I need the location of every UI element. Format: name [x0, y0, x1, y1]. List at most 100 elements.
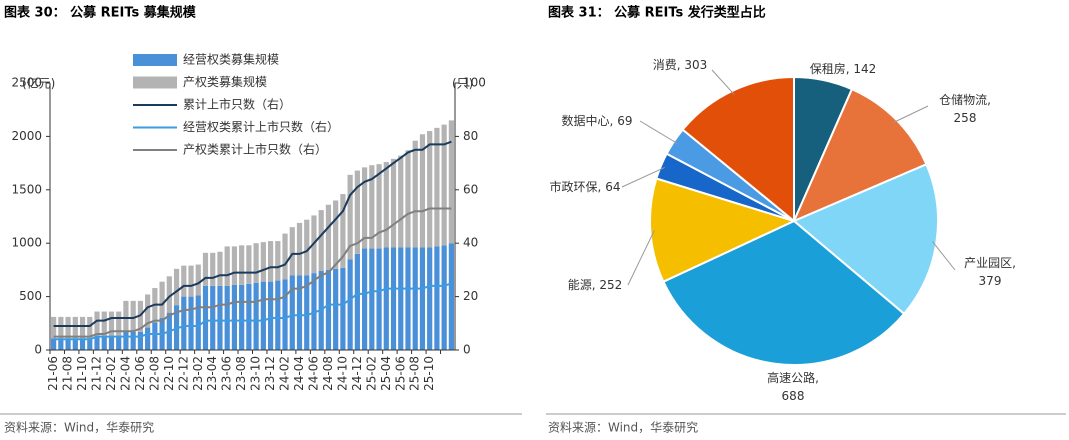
bar	[116, 336, 122, 350]
slice-value: 64	[605, 180, 620, 194]
x-tick-label: 21-08	[61, 356, 75, 391]
x-tick-label: 23-10	[249, 356, 263, 391]
bar	[123, 300, 129, 332]
bar	[304, 275, 310, 350]
bar	[296, 222, 303, 276]
bar	[318, 210, 324, 271]
slice-category: 高速公路	[767, 370, 815, 385]
bar	[390, 158, 397, 248]
bar	[65, 316, 71, 339]
line-series	[53, 282, 452, 341]
bar	[369, 165, 375, 249]
y2-tick-label: 80	[463, 129, 478, 143]
separator: ,	[1012, 256, 1016, 270]
bar	[246, 283, 252, 350]
slice-value: 303	[684, 58, 707, 72]
bar	[434, 127, 440, 247]
pie-slice	[649, 177, 797, 284]
bar	[231, 284, 238, 350]
leader-line	[621, 166, 665, 188]
y-tick-label: 500	[19, 289, 42, 303]
bar	[340, 194, 346, 268]
bar	[289, 227, 295, 276]
line-series	[53, 140, 452, 327]
y-tick-label: 2500	[11, 76, 42, 90]
bar	[51, 338, 57, 350]
pie-slice	[792, 162, 940, 316]
x-tick-label: 23-02	[191, 356, 205, 391]
slice-category: 市政环保	[550, 179, 598, 194]
slice-label: 消费, 303	[653, 58, 708, 72]
slice-label: 数据中心, 69	[562, 113, 633, 128]
y2-axis-title: (只)	[452, 77, 473, 91]
bar	[181, 265, 187, 297]
x-tick-label: 25-06	[393, 356, 407, 391]
bar	[130, 300, 136, 332]
slice-value: 258	[954, 111, 977, 125]
slice-value: 252	[599, 278, 622, 292]
bar	[361, 248, 368, 350]
x-tick-label: 22-02	[104, 356, 118, 391]
slice-label: 能源, 252	[568, 278, 623, 292]
bar	[210, 285, 216, 350]
bar	[101, 311, 107, 337]
bar	[58, 316, 64, 339]
bar	[296, 275, 303, 350]
bar	[51, 316, 57, 339]
bar	[275, 280, 281, 350]
bar	[94, 311, 100, 337]
bar	[412, 140, 418, 248]
bar	[101, 336, 107, 350]
chart-title: 图表 30： 公募 REITs 募集规模	[4, 5, 197, 21]
bar	[390, 247, 397, 350]
y2-tick-label: 60	[463, 182, 478, 196]
bar	[224, 285, 230, 350]
bar	[123, 331, 129, 350]
x-tick-label: 21-12	[90, 356, 104, 391]
bar	[398, 247, 404, 350]
bar	[108, 311, 115, 337]
bar	[188, 265, 194, 297]
bar	[427, 131, 433, 248]
bar	[195, 264, 201, 296]
bar	[166, 276, 172, 313]
bar	[289, 275, 295, 350]
bar	[239, 245, 245, 285]
y-tick-label: 1500	[11, 182, 42, 196]
x-tick-label: 25-10	[422, 356, 436, 391]
x-tick-label: 23-08	[234, 356, 248, 391]
bar	[282, 279, 288, 350]
bar	[419, 134, 426, 248]
slice-category: 数据中心	[562, 113, 610, 128]
bar	[325, 204, 332, 270]
x-tick-label: 22-12	[176, 356, 190, 391]
separator: ,	[815, 371, 819, 385]
x-tick-label: 25-04	[379, 356, 393, 391]
bar	[347, 259, 353, 350]
bar	[217, 285, 223, 350]
legend-label: 累计上市只数（右）	[183, 97, 291, 112]
bar	[145, 327, 151, 350]
separator: ,	[846, 62, 854, 76]
x-tick-label: 24-06	[306, 356, 320, 391]
slice-value: 142	[853, 62, 876, 76]
bar	[130, 331, 136, 350]
bar	[412, 247, 418, 350]
bar	[188, 296, 194, 350]
separator: ,	[677, 58, 685, 72]
x-tick-label: 24-10	[335, 356, 349, 391]
bar	[94, 336, 100, 350]
bar	[275, 241, 281, 281]
bar	[304, 219, 310, 276]
pie-slice	[681, 75, 795, 224]
bar	[202, 285, 209, 350]
x-tick-label: 24-12	[350, 356, 364, 391]
legend-label: 经营权类募集规模	[183, 52, 279, 67]
x-tick-label: 22-08	[147, 356, 161, 391]
bar	[137, 331, 144, 350]
bar	[224, 246, 230, 286]
bar	[217, 251, 223, 286]
bar	[376, 248, 382, 350]
bar	[282, 233, 288, 280]
x-tick-label: 22-10	[162, 356, 176, 391]
